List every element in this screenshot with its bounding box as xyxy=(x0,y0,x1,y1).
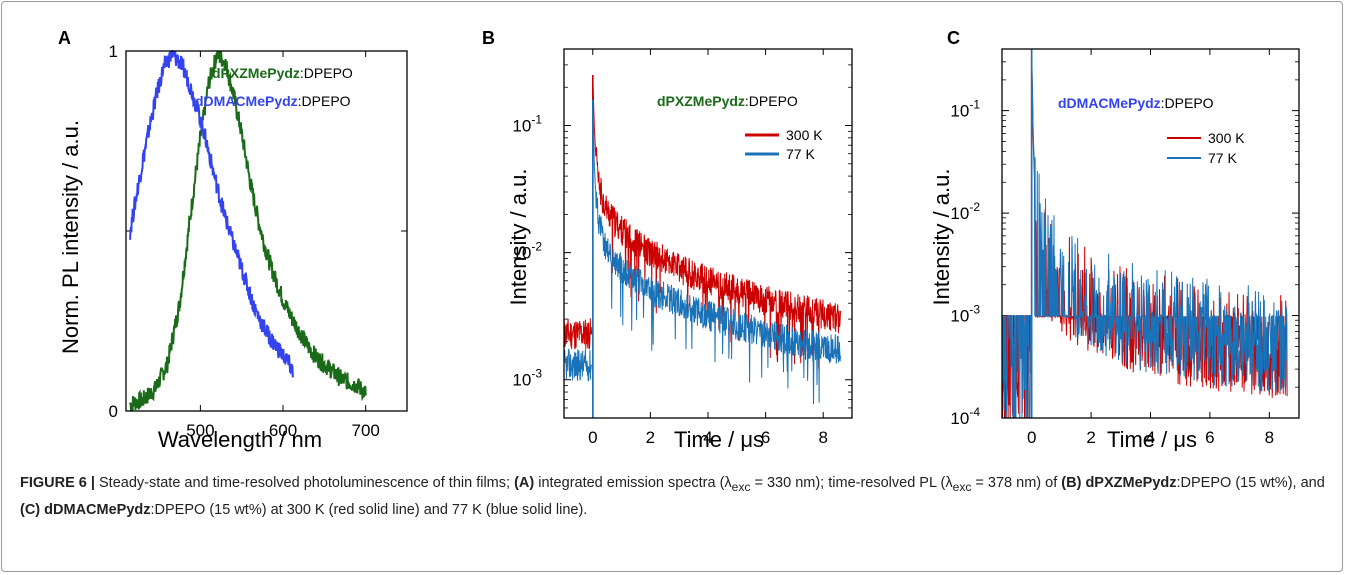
panel-a-legend-blue: dDMACMePydz:DPEPO xyxy=(195,93,351,109)
panel-b-ytick-exp: -1 xyxy=(531,113,542,127)
panel-b-xtick-label: 8 xyxy=(818,428,827,447)
caption-text-6: :DPEPO (15 wt%) at 300 K (red solid line… xyxy=(150,501,588,518)
caption-text-5: :DPEPO (15 wt%), and xyxy=(1176,475,1325,491)
panel-a-ylabel: Norm. PL intensity / a.u. xyxy=(58,120,83,354)
panel-c-ytick-base: 10 xyxy=(950,409,969,428)
panel-c-ytick-base: 10 xyxy=(950,204,969,223)
panel-c-letter: C xyxy=(947,28,960,48)
caption-text-2: integrated emission spectra (λ xyxy=(534,475,732,491)
panel-c-legend-77k: 77 K xyxy=(1208,150,1237,166)
panel-a-series-line xyxy=(129,50,294,378)
panel-c-xtick-label: 8 xyxy=(1265,428,1274,447)
panel-b-ytick-label: 10-2 xyxy=(512,240,542,263)
panel-a-xtick-label: 700 xyxy=(351,421,379,440)
panel-c-ytick-exp: -1 xyxy=(969,98,980,112)
caption-compound-c: dDMACMePydz xyxy=(44,501,151,518)
panel-a-ytick-label: 1 xyxy=(109,42,118,61)
panel-b-ytick-exp: -3 xyxy=(531,367,542,381)
panel-a-legend-green: dPXZMePydz:DPEPO xyxy=(212,65,353,81)
caption-sub-1: exc xyxy=(731,479,751,494)
panel-a-legend-green-rest: :DPEPO xyxy=(300,65,353,81)
panel-b-legend-77k: 77 K xyxy=(786,146,815,162)
panel-c-ytick-exp: -4 xyxy=(969,405,980,419)
panel-b-ylabel: Intensity / a.u. xyxy=(506,169,531,306)
panel-c-ticks: 10-4 10-3 10-2 10-1 0 2 4 6 8 xyxy=(950,48,1299,447)
panel-a-ytick-label: 0 xyxy=(109,402,118,421)
caption-ref-a: (A) xyxy=(514,475,535,491)
panel-b-letter: B xyxy=(482,28,495,48)
panel-c-series-group xyxy=(1002,49,1288,418)
figure-svg: A Norm. PL intensity / a.u. Wavelength /… xyxy=(58,28,1300,452)
panel-a-ticks: 0 1 500 600 700 xyxy=(109,42,407,440)
panel-b-ytick-base: 10 xyxy=(512,117,531,136)
panel-b-xtick-label: 0 xyxy=(588,428,597,447)
panel-c-ylabel: Intensity / a.u. xyxy=(929,169,954,306)
panel-b-xlabel: Time / μs xyxy=(674,427,764,452)
panel-a-legend-green-bold: dPXZMePydz xyxy=(212,65,300,81)
panel-b-ticks: 10-3 10-2 10-1 0 2 4 6 8 xyxy=(512,48,852,447)
panel-c-xlabel: Time / μs xyxy=(1107,427,1197,452)
caption-text-4: = 378 nm) of xyxy=(971,475,1062,491)
panel-c-legend-300k: 300 K xyxy=(1208,130,1245,146)
panel-c-annotation-bold: dDMACMePydz xyxy=(1058,95,1161,111)
series-line xyxy=(564,82,841,369)
series-line xyxy=(564,109,841,405)
panel-c-ytick-base: 10 xyxy=(950,102,969,121)
panel-b-series xyxy=(564,74,841,418)
panel-c-xtick-label: 4 xyxy=(1146,428,1155,447)
panel-c-xtick-label: 2 xyxy=(1086,428,1095,447)
panel-a-plot-frame xyxy=(125,50,408,412)
panel-c-xtick-label: 6 xyxy=(1205,428,1214,447)
panel-b: B Intensity / a.u. Time / μs 10-3 10-2 1… xyxy=(482,28,853,452)
panel-b-ytick-base: 10 xyxy=(512,371,531,390)
figure-caption: FIGURE 6 | Steady-state and time-resolve… xyxy=(20,472,1330,522)
panel-b-annotation-bold: dPXZMePydz xyxy=(657,93,745,109)
panel-c-annotation: dDMACMePydz:DPEPO xyxy=(1058,95,1214,111)
panel-c-ytick-label: 10-1 xyxy=(950,98,980,121)
caption-sub-2: exc xyxy=(952,479,972,494)
panel-b-ytick-label: 10-1 xyxy=(512,113,542,136)
panel-a-xtick-label: 500 xyxy=(186,421,214,440)
caption-text-1: Steady-state and time-resolved photolumi… xyxy=(94,475,515,491)
panel-b-xtick-label: 6 xyxy=(761,428,770,447)
panel-a: A Norm. PL intensity / a.u. Wavelength /… xyxy=(58,28,408,452)
panel-c-ytick-label: 10-4 xyxy=(950,405,980,428)
caption-compound-b: dPXZMePydz xyxy=(1085,475,1177,491)
panel-c-ytick-label: 10-3 xyxy=(950,303,980,326)
panel-c-series xyxy=(1002,49,1288,418)
panel-c-plot-frame xyxy=(1001,48,1300,419)
caption-figure-label: FIGURE 6 | xyxy=(20,475,95,491)
panel-a-xtick-label: 600 xyxy=(269,421,297,440)
panel-c-annotation-rest: :DPEPO xyxy=(1161,95,1214,111)
panel-b-xtick-label: 2 xyxy=(646,428,655,447)
panel-b-plot-frame xyxy=(563,48,853,419)
panel-b-annotation: dPXZMePydz:DPEPO xyxy=(657,93,798,109)
caption-ref-b: (B) xyxy=(1061,475,1082,491)
panel-b-legend-300k: 300 K xyxy=(786,127,823,143)
panel-b-series-group xyxy=(564,74,841,418)
panel-b-xtick-label: 4 xyxy=(703,428,712,447)
panel-a-series xyxy=(129,50,367,411)
panel-a-series-line xyxy=(129,50,367,411)
panel-c: C Intensity / a.u. Time / μs 10-4 10-3 1… xyxy=(929,28,1300,452)
caption-text-3: = 330 nm); time-resolved PL (λ xyxy=(750,475,953,491)
series-line xyxy=(1002,62,1288,418)
panel-a-legend-blue-rest: :DPEPO xyxy=(298,93,351,109)
panel-a-legend-blue-bold: dDMACMePydz xyxy=(195,93,298,109)
panel-c-xtick-label: 0 xyxy=(1027,428,1036,447)
panel-b-annotation-rest: :DPEPO xyxy=(745,93,798,109)
panel-a-xlabel: Wavelength / nm xyxy=(158,427,322,452)
panel-b-ytick-base: 10 xyxy=(512,244,531,263)
caption-ref-c: (C) xyxy=(20,501,41,518)
panel-c-ytick-base: 10 xyxy=(950,307,969,326)
panel-c-ytick-exp: -3 xyxy=(969,303,980,317)
panel-a-letter: A xyxy=(58,28,71,48)
panel-b-ytick-label: 10-3 xyxy=(512,367,542,390)
panel-c-ytick-exp: -2 xyxy=(969,200,980,214)
panel-b-ytick-exp: -2 xyxy=(531,240,542,254)
panel-c-ytick-label: 10-2 xyxy=(950,200,980,223)
